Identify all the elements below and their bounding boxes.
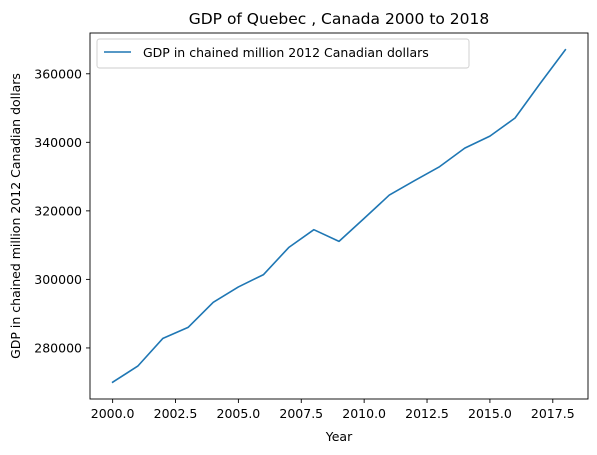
x-tick-label: 2007.5: [279, 406, 323, 421]
y-tick-label: 280000: [34, 340, 82, 355]
y-tick-label: 360000: [34, 66, 82, 81]
x-tick-label: 2010.0: [342, 406, 386, 421]
x-axis-label: Year: [325, 429, 353, 444]
x-tick-label: 2002.5: [154, 406, 198, 421]
y-tick-label: 340000: [34, 135, 82, 150]
legend: GDP in chained million 2012 Canadian dol…: [97, 39, 469, 68]
x-tick-label: 2012.5: [405, 406, 449, 421]
x-tick-label: 2017.5: [531, 406, 575, 421]
x-tick-label: 2015.0: [468, 406, 512, 421]
y-axis-label: GDP in chained million 2012 Canadian dol…: [8, 73, 23, 359]
legend-label: GDP in chained million 2012 Canadian dol…: [143, 45, 429, 60]
chart-title: GDP of Quebec , Canada 2000 to 2018: [189, 10, 490, 28]
y-tick-label: 320000: [34, 203, 82, 218]
x-tick-label: 2005.0: [217, 406, 261, 421]
y-tick-label: 300000: [34, 272, 82, 287]
x-tick-label: 2000.0: [91, 406, 135, 421]
